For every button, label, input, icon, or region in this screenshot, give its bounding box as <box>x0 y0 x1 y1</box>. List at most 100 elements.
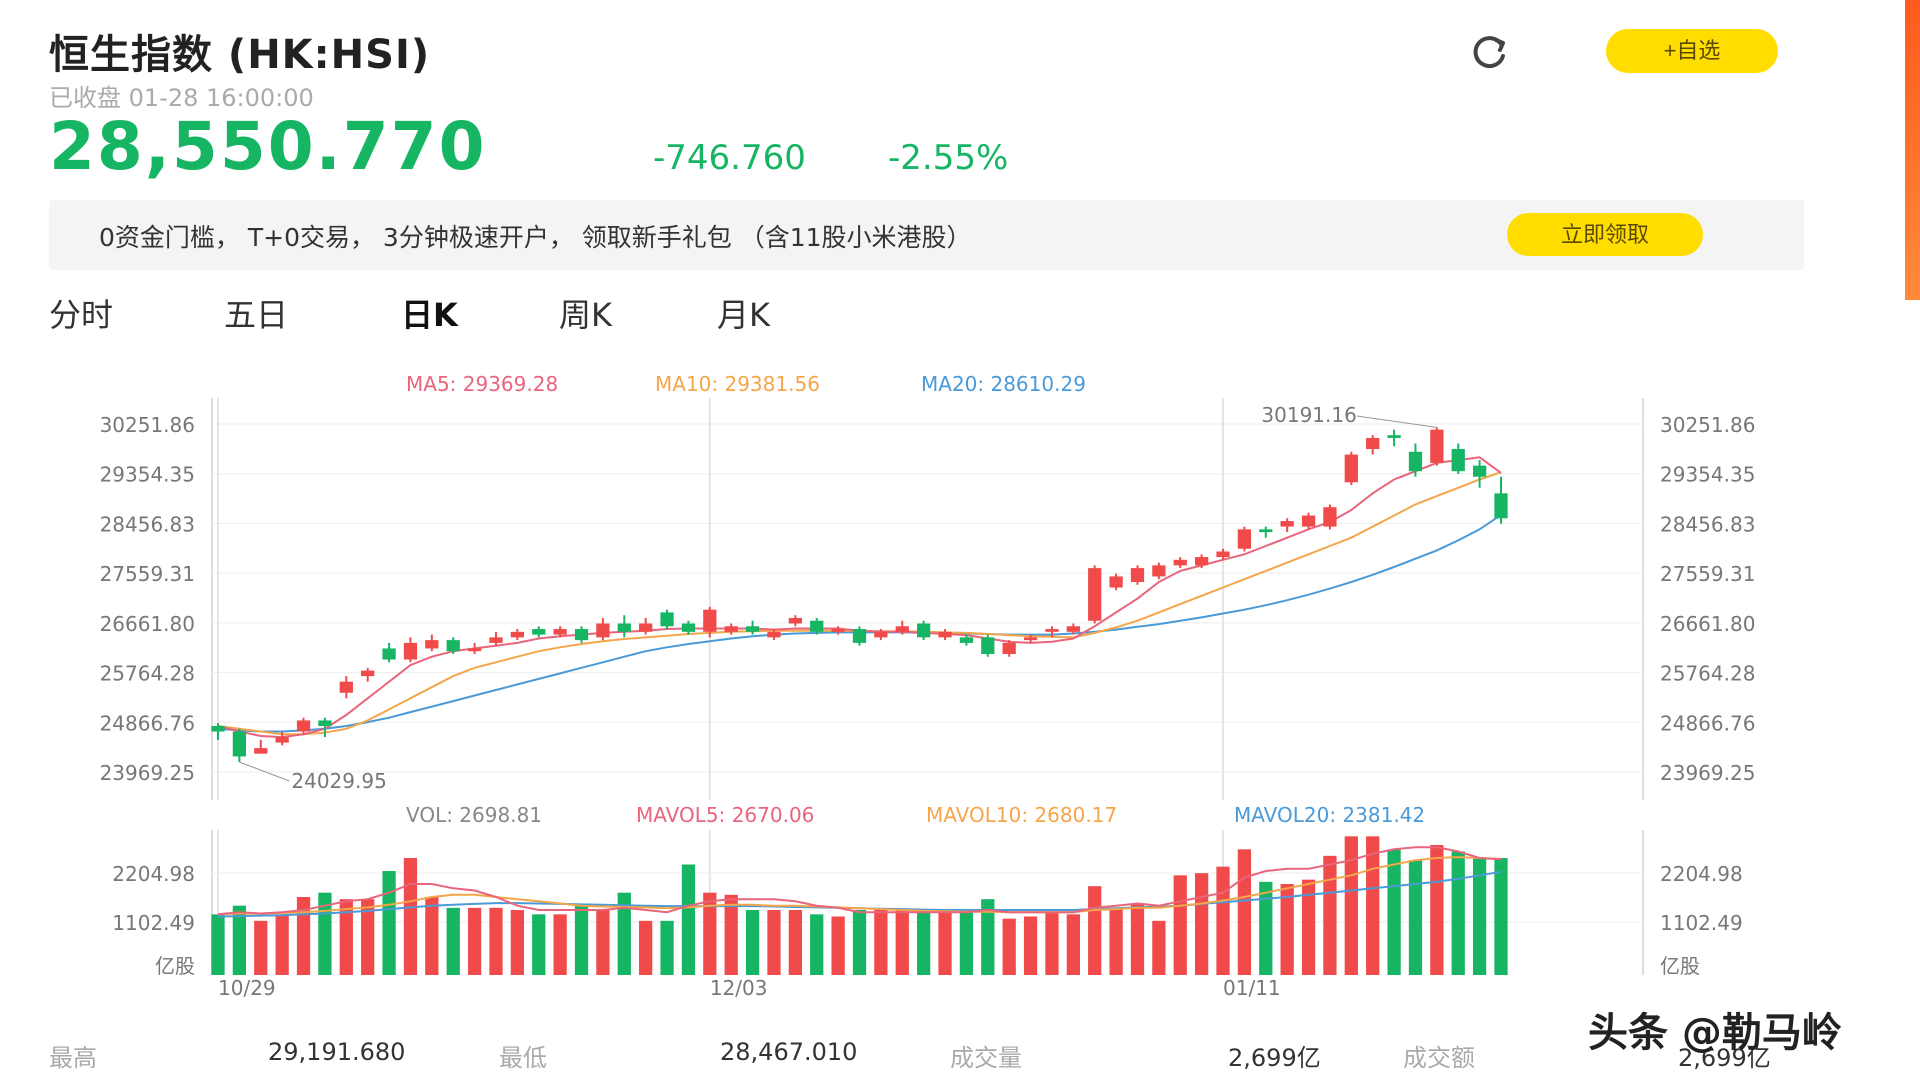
volume-bar <box>1259 881 1273 975</box>
volume-bar <box>660 920 674 975</box>
candle-body <box>1002 642 1016 654</box>
market-status: 已收盘 01-28 16:00:00 <box>49 84 314 112</box>
volume-bar <box>788 910 802 975</box>
legend-ma5: MA5: 29369.28 <box>406 372 559 396</box>
volume-bar <box>767 910 781 975</box>
volume-bar <box>1109 907 1123 975</box>
candle-body <box>1366 437 1380 450</box>
volume-bar <box>211 914 225 975</box>
candle-body <box>532 629 546 635</box>
candle-body <box>1088 568 1102 621</box>
volume-bar <box>617 892 631 975</box>
volume-bar <box>361 899 375 975</box>
max-annotation: 30191.16 <box>1261 403 1356 427</box>
candle-body <box>1195 557 1209 566</box>
volume-bar <box>254 920 268 975</box>
page-title: 恒生指数 (HK:HSI) <box>49 32 431 78</box>
volume-bar <box>703 892 717 975</box>
legend-vol: VOL: 2698.81 <box>406 803 543 827</box>
add-watchlist-button[interactable]: +自选 <box>1606 29 1778 73</box>
candle-body <box>1430 429 1444 463</box>
volume-bar <box>1216 866 1230 975</box>
volume-bar <box>1323 855 1337 975</box>
volume-bar <box>1066 914 1080 975</box>
candle-body <box>1280 521 1294 527</box>
volume-bar <box>852 910 867 975</box>
volume-bar <box>724 894 738 975</box>
claim-button[interactable]: 立即领取 <box>1507 213 1703 256</box>
stat-low-value: 28,467.010 <box>720 1038 857 1066</box>
tab-intraday[interactable]: 分时 <box>49 296 114 334</box>
candle-body <box>1130 568 1145 582</box>
stat-high-label: 最高 <box>49 1038 97 1073</box>
volume-y-tick-right: 2204.98 <box>1660 862 1743 886</box>
kline-y-tick-right: 29354.35 <box>1660 463 1755 487</box>
volume-bar <box>1088 886 1102 975</box>
candle-body <box>1472 465 1487 477</box>
volume-bar <box>1173 875 1187 975</box>
volume-y-tick-right: 亿股 <box>1660 954 1700 978</box>
stat-volume-label-text: 成交量 <box>950 1044 1022 1072</box>
stat-low-value-text: 28,467.010 <box>720 1038 858 1066</box>
stat-volume-label: 成交量 <box>950 1038 1022 1073</box>
x-tick-label: 01/11 <box>1223 976 1281 1000</box>
stat-turnover-label-text: 成交额 <box>1403 1044 1475 1072</box>
kline-y-tick-right: 25764.28 <box>1660 662 1755 686</box>
volume-bar <box>745 910 760 975</box>
candle-body <box>1023 637 1038 641</box>
candle-body <box>767 631 781 638</box>
legend-mavol10: MAVOL10: 2680.17 <box>926 803 1118 827</box>
tab-five-day[interactable]: 五日 <box>224 296 289 334</box>
stat-turnover-label: 成交额 <box>1403 1038 1475 1073</box>
volume-bar <box>639 920 653 975</box>
tab-monthly-k[interactable]: 月K <box>717 296 770 334</box>
volume-y-tick-left: 1102.49 <box>112 911 195 935</box>
promo-banner: 0资金门槛， T+0交易， 3分钟极速开户， 领取新手礼包 （含11股小米港股）… <box>49 200 1804 270</box>
volume-bar <box>1430 845 1444 975</box>
tab-weekly-k[interactable]: 周K <box>559 296 612 334</box>
candle-body <box>382 648 396 660</box>
candle-body <box>596 623 610 638</box>
volume-bar <box>596 910 610 975</box>
candle-body <box>339 681 353 693</box>
stat-low-label: 最低 <box>499 1038 547 1073</box>
price-change: -746.760 <box>653 138 806 178</box>
max-pointer-line <box>1356 415 1437 428</box>
candle-body <box>1301 515 1316 527</box>
tab-daily-k[interactable]: 日K <box>401 290 458 336</box>
volume-bar <box>232 905 247 975</box>
candle-body <box>574 629 589 641</box>
candle-body <box>745 626 760 632</box>
kline-y-tick-right: 26661.80 <box>1660 612 1755 636</box>
min-annotation: 24029.95 <box>291 769 386 793</box>
candle-body <box>211 725 225 732</box>
stat-volume-value-text: 2,699亿 <box>1228 1044 1321 1072</box>
refresh-icon[interactable] <box>1467 30 1511 74</box>
candle-body <box>703 609 717 632</box>
volume-bar <box>938 912 952 975</box>
kline-y-tick-right: 28456.83 <box>1660 512 1755 536</box>
volume-y-tick-left: 2204.98 <box>112 862 195 886</box>
kline-y-tick-right: 24866.76 <box>1660 711 1755 735</box>
price-change-pct: -2.55% <box>888 138 1009 178</box>
volume-bar <box>275 914 289 975</box>
candle-body <box>938 631 952 638</box>
volume-bar <box>1195 873 1209 975</box>
volume-bar <box>1387 849 1401 975</box>
kline-y-tick-left: 23969.25 <box>100 761 195 785</box>
stat-high-value: 29,191.680 <box>268 1038 405 1066</box>
volume-bar <box>959 912 974 975</box>
stat-volume-value: 2,699亿 <box>1228 1038 1321 1073</box>
promo-text: 0资金门槛， T+0交易， 3分钟极速开户， 领取新手礼包 （含11股小米港股） <box>99 223 972 252</box>
current-price: 28,550.770 <box>49 108 487 185</box>
volume-bar <box>1002 918 1016 975</box>
candle-body <box>1344 454 1358 483</box>
volume-bar <box>1152 920 1166 975</box>
volume-bar <box>1451 851 1465 975</box>
candle-body <box>660 612 674 627</box>
x-tick-label: 12/03 <box>710 976 768 1000</box>
volume-bar <box>489 907 503 975</box>
volume-bar <box>831 916 845 975</box>
volume-bar <box>895 910 909 975</box>
